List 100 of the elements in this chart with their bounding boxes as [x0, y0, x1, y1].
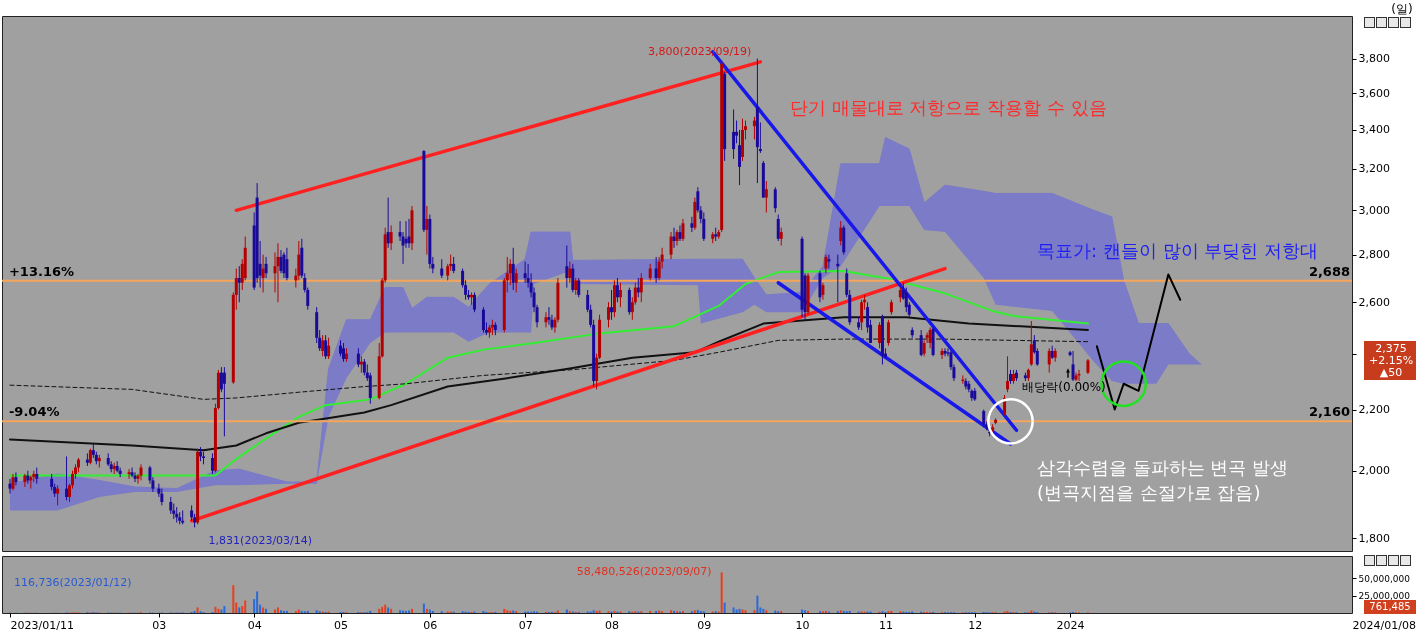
candlestick [440, 258, 444, 279]
annotation: +13.16% [8, 263, 75, 279]
candlestick [285, 247, 289, 281]
candlestick [940, 347, 944, 360]
candlestick [547, 306, 551, 326]
ref-line-label: 2,688 [1308, 263, 1350, 279]
candlestick [327, 337, 331, 360]
annotation: (변곡지점을 손절가로 잡음) [1037, 482, 1261, 503]
text: (일) [1391, 2, 1413, 16]
bar [282, 610, 285, 613]
annotation: 3,800(2023/09/19) [647, 44, 752, 58]
candlestick [669, 231, 673, 260]
x-tick-label: 03 [152, 618, 167, 631]
candlestick [514, 268, 518, 293]
candlestick [237, 265, 241, 303]
candlestick [639, 272, 643, 303]
bar [723, 602, 726, 613]
y-tick-label: 3,000 [1358, 203, 1390, 217]
candlestick [324, 334, 328, 360]
candlestick [681, 218, 685, 242]
candlestick [473, 291, 477, 313]
annotation: -9.04% [8, 404, 60, 420]
candlestick [511, 247, 515, 291]
candlestick [222, 366, 226, 437]
y-tick-label: 2,800 [1358, 248, 1390, 262]
candlestick [618, 282, 622, 308]
text: 761,485 [1369, 601, 1411, 612]
bar [378, 608, 381, 613]
bar [720, 572, 723, 613]
candlestick [565, 245, 569, 289]
y-tick-label: 3,200 [1358, 162, 1390, 176]
candlestick [523, 261, 527, 284]
candlestick [773, 186, 777, 213]
candlestick [282, 251, 286, 279]
bar [422, 603, 425, 613]
candlestick [827, 254, 831, 270]
y-tick-label: 1,800 [1358, 531, 1390, 545]
annotation: 단기 매물대로 저항으로 작용할 수 있음 [790, 97, 1107, 118]
candlestick [690, 216, 694, 233]
candlestick [356, 347, 360, 368]
x-tick-label: 11 [878, 618, 893, 631]
bar [506, 610, 509, 613]
annotation: 1,831(2023/03/14) [208, 534, 313, 548]
candlestick [571, 263, 575, 293]
y-tick-label: 50,000,000 [1358, 573, 1411, 584]
annotation: 목표가: 캔들이 많이 부딪힌 저항대 [1037, 240, 1318, 261]
candlestick [14, 471, 18, 486]
y-tick-label: 2,000 [1358, 464, 1390, 478]
bar [649, 610, 652, 613]
candlestick [210, 452, 214, 475]
text: ▲50 [1379, 366, 1403, 379]
candlestick [904, 287, 908, 313]
candlestick [389, 224, 393, 251]
candlestick [544, 311, 548, 328]
candlestick [23, 473, 27, 488]
candlestick [139, 463, 143, 481]
candlestick [321, 334, 325, 357]
candlestick [279, 249, 283, 274]
x-tick-label: 05 [334, 618, 349, 631]
candlestick [276, 242, 280, 303]
bar [503, 608, 506, 613]
candlestick [615, 277, 619, 303]
x-tick-label: 12 [968, 618, 983, 631]
candlestick [133, 471, 137, 483]
candlestick [839, 220, 843, 247]
annotation: 삼각수렴을 돌파하는 변곡 발생 [1037, 457, 1289, 478]
candlestick [886, 319, 890, 347]
y-tick-label: 2,600 [1358, 295, 1390, 309]
text: 2,375 [1375, 342, 1407, 355]
candlestick [65, 455, 69, 501]
candlestick [627, 287, 631, 316]
x-tick-label: 04 [247, 618, 262, 631]
candlestick [264, 256, 268, 279]
candlestick [127, 468, 131, 480]
bar [232, 585, 235, 613]
x-tick-label: 09 [697, 618, 712, 631]
y-tick-label: 3,800 [1358, 52, 1390, 65]
bar [214, 606, 217, 613]
y-tick-label: 2,200 [1358, 403, 1390, 417]
candlestick [425, 205, 429, 256]
candlestick [824, 254, 828, 274]
x-tick-label: 2024 [1056, 618, 1085, 631]
y-tick-label: 3,600 [1358, 86, 1390, 100]
x-tick-label: 10 [795, 618, 810, 631]
candlestick [928, 326, 932, 349]
y-tick-label: 25,000,000 [1358, 591, 1411, 602]
candlestick [877, 321, 881, 349]
bar [753, 610, 756, 613]
bar [381, 606, 384, 613]
text: 2024/01/08 [1352, 619, 1416, 631]
candlestick [1029, 320, 1033, 367]
candlestick [568, 261, 572, 284]
candlestick [678, 224, 682, 242]
candlestick [776, 214, 780, 242]
x-tick-label: 06 [423, 618, 438, 631]
candlestick [654, 256, 658, 284]
ref-line-label: 2,160 [1308, 404, 1350, 420]
y-tick-label: 3,400 [1358, 123, 1390, 137]
x-tick-label: 08 [604, 618, 619, 631]
candlestick [732, 108, 736, 160]
